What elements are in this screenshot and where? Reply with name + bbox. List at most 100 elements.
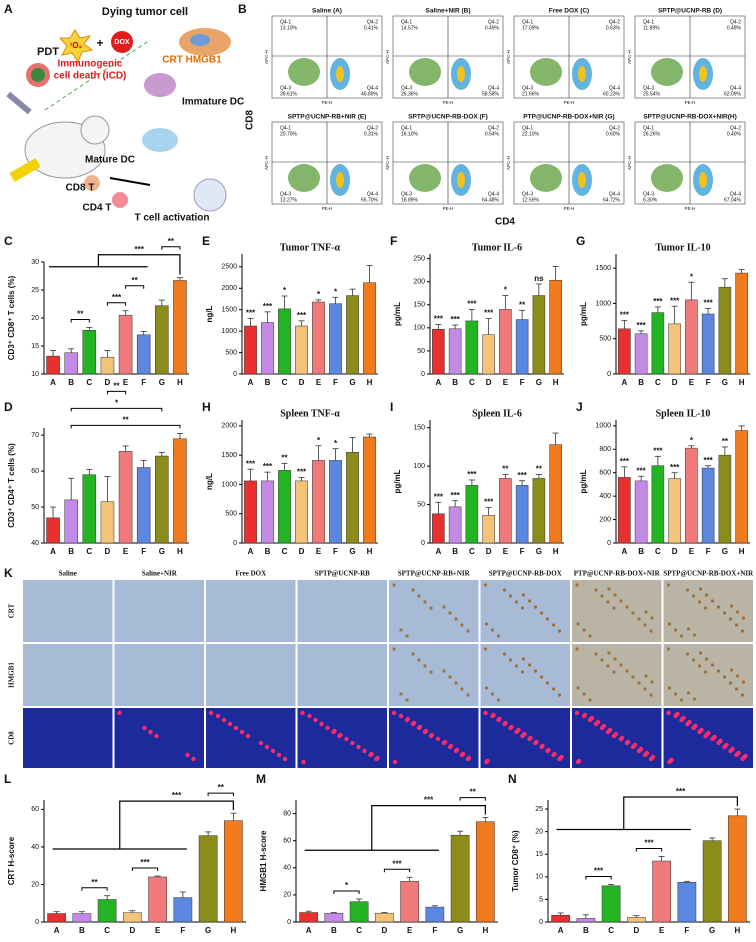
quadrant-name: Q4-4 <box>488 191 499 197</box>
stain-dot <box>649 629 653 633</box>
x-tick-label: G <box>722 378 728 387</box>
bar <box>601 885 621 923</box>
stain-dot <box>729 668 734 672</box>
y-tick-label: 1000 <box>221 481 237 488</box>
stain-dot <box>516 727 521 733</box>
stain-dot <box>522 731 527 737</box>
stain-dot <box>724 742 729 748</box>
bracket <box>106 302 127 306</box>
x-tick-label: E <box>316 547 322 556</box>
stain-dot <box>576 622 580 626</box>
x-tick-label: C <box>86 547 92 556</box>
x-tick-label: G <box>457 926 463 935</box>
plot-title: Saline+NIR (B) <box>426 8 471 15</box>
plot-title: SPTP@UCNP-RB-DOX+NIR(H) <box>643 114 737 121</box>
cd4-cell <box>112 192 128 208</box>
quadrant-value: 20.70% <box>280 131 298 137</box>
x-tick-label: C <box>608 926 614 935</box>
bar <box>72 913 92 923</box>
stain-dot <box>619 599 623 603</box>
x-tick-label: G <box>159 547 165 556</box>
stain-dot <box>221 717 227 723</box>
stain-dot <box>442 669 446 673</box>
x-tick-label: B <box>638 378 644 387</box>
significance: ** <box>470 788 477 797</box>
immature-dc <box>144 73 176 97</box>
stain-dot <box>521 657 526 661</box>
bracket <box>459 797 486 801</box>
y-tick-label: 600 <box>599 470 611 477</box>
stain-dot <box>649 693 653 697</box>
quadrant-name: Q4-4 <box>609 191 620 197</box>
x-tick-label: F <box>432 926 437 935</box>
y-tick-label: 25 <box>535 806 543 813</box>
significance: *** <box>297 311 307 320</box>
tissue-tile <box>572 708 662 768</box>
significance: * <box>690 272 694 281</box>
y-tick-label: 1000 <box>221 328 237 335</box>
significance: * <box>345 881 349 890</box>
axis-y-name: APC-H <box>264 156 269 170</box>
bar <box>685 447 698 544</box>
plot-title: Free DOX (C) <box>549 8 589 15</box>
significance: *** <box>424 796 434 805</box>
x-tick-label: D <box>129 926 135 935</box>
chart-title: Spleen IL-10 <box>656 408 711 419</box>
stain-dot <box>697 600 702 604</box>
significance: *** <box>703 456 713 465</box>
bar <box>432 328 445 375</box>
stain-dot <box>490 692 495 696</box>
x-tick-label: C <box>356 926 362 935</box>
tissue-tile <box>663 708 753 768</box>
stain-dot <box>539 611 544 615</box>
x-tick-label: F <box>520 378 525 387</box>
stain-dot <box>679 698 684 702</box>
significance: *** <box>434 492 444 501</box>
bar <box>299 912 318 923</box>
bracket <box>106 390 127 395</box>
quadrant-name: Q4-3 <box>643 85 654 91</box>
x-tick-label: D <box>105 547 111 556</box>
stain-dot <box>667 686 672 690</box>
bar <box>634 333 648 375</box>
panel-letter: M <box>256 772 266 786</box>
stain-dot <box>442 605 446 609</box>
row-label: CRT <box>8 603 16 618</box>
stain-dot <box>582 712 588 718</box>
bracket <box>585 875 612 880</box>
stain-dot <box>338 732 343 738</box>
significance: ** <box>722 437 729 446</box>
stain-dot <box>644 674 648 678</box>
stain-dot <box>545 681 550 685</box>
stain-dot <box>666 647 671 651</box>
bar <box>349 901 369 923</box>
chart-title: Tumor IL-10 <box>655 242 710 253</box>
quadrant-value: 6.30% <box>643 197 658 203</box>
plot-title: SPTP@UCNP-RB+NIR (E) <box>288 114 367 121</box>
stain-dot <box>332 728 337 734</box>
stain-dot <box>638 746 644 752</box>
y-tick-label: 60 <box>31 468 39 475</box>
stain-dot <box>483 583 488 587</box>
bar <box>718 286 732 375</box>
stain-dot <box>533 669 538 673</box>
significance: *** <box>484 498 494 507</box>
y-tick-label: 100 <box>413 463 425 470</box>
stain-dot <box>631 675 635 679</box>
bar <box>728 815 747 923</box>
y-tick-label: 15 <box>31 343 39 350</box>
x-tick-label: H <box>553 547 559 556</box>
axis-x-name: PE-H <box>564 206 575 211</box>
stain-dot <box>643 623 647 627</box>
y-tick-label: 60 <box>283 838 291 845</box>
cloud <box>530 164 562 192</box>
axis-y-name: APC-H <box>264 50 269 64</box>
tissue-tile <box>480 580 570 642</box>
quadrant-name: Q4-4 <box>730 85 741 91</box>
y-tick-label: 50 <box>31 504 39 511</box>
stain-dot <box>613 731 619 737</box>
y-tick-label: 50 <box>417 348 425 355</box>
row-label: HMGB1 <box>8 662 16 688</box>
plot-title: SPTP@UCNP-RB (D) <box>658 8 722 15</box>
